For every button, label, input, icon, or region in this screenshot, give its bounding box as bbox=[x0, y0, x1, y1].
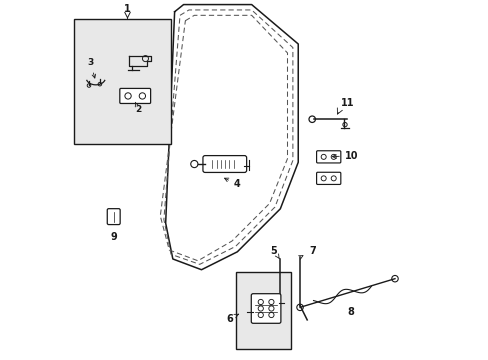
Text: 9: 9 bbox=[110, 232, 117, 242]
FancyBboxPatch shape bbox=[316, 151, 340, 163]
FancyBboxPatch shape bbox=[251, 294, 280, 323]
Text: 2: 2 bbox=[135, 102, 141, 114]
Text: 5: 5 bbox=[270, 246, 279, 258]
Text: 3: 3 bbox=[87, 58, 96, 78]
Text: 11: 11 bbox=[341, 99, 354, 108]
Text: 4: 4 bbox=[224, 178, 240, 189]
Text: 1: 1 bbox=[124, 4, 131, 14]
Text: 6: 6 bbox=[226, 314, 238, 324]
Text: 8: 8 bbox=[347, 307, 354, 318]
FancyBboxPatch shape bbox=[203, 156, 246, 172]
FancyBboxPatch shape bbox=[107, 209, 120, 225]
FancyBboxPatch shape bbox=[120, 89, 150, 103]
Bar bbox=[235, 271, 290, 348]
FancyBboxPatch shape bbox=[316, 172, 340, 184]
Text: 10: 10 bbox=[332, 150, 358, 161]
Bar bbox=[74, 19, 171, 144]
Text: 7: 7 bbox=[298, 246, 315, 259]
